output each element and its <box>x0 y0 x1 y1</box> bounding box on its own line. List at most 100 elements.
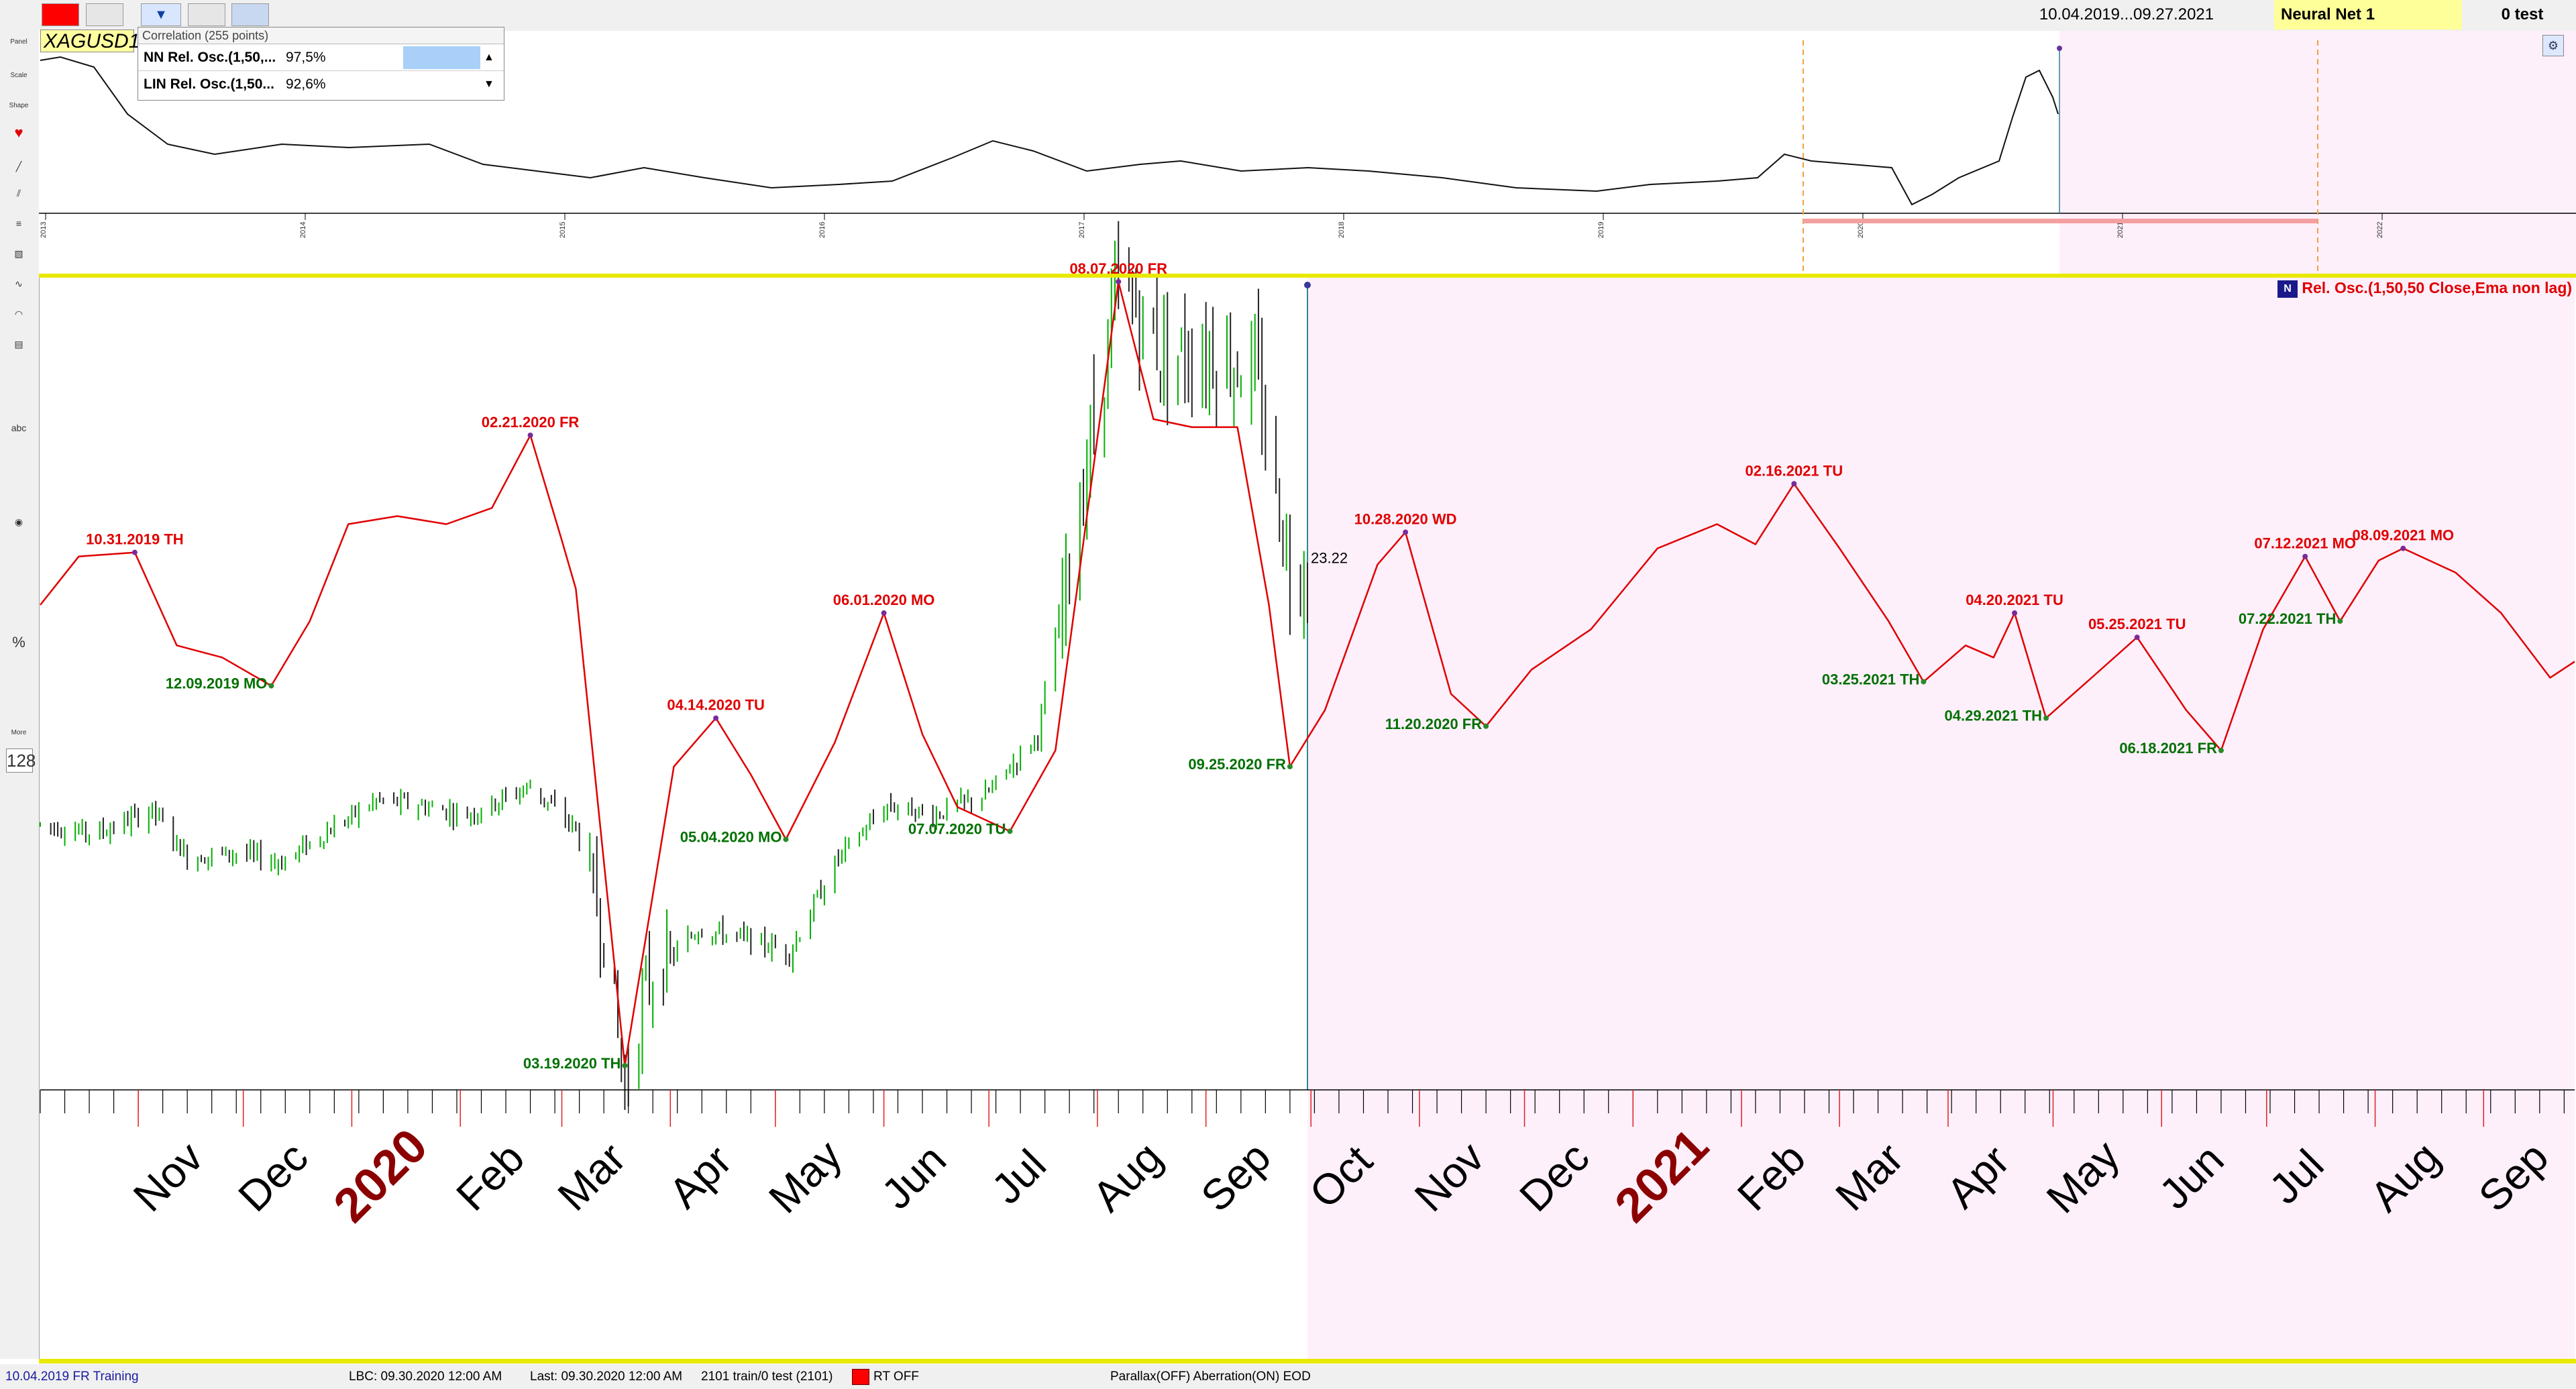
panel-icon[interactable]: Panel <box>10 38 28 46</box>
overview-year-label: 2017 <box>1078 222 1086 238</box>
correlation-title: Correlation (255 points) <box>138 27 504 44</box>
annotation-labels: 10.31.2019 TH 12.09.2019 MO 02.21.2020 FR 0… <box>86 260 2454 1072</box>
annotation-marker <box>2043 715 2049 721</box>
annotation-marker <box>881 610 887 616</box>
correlation-name: LIN Rel. Osc.(1,50... <box>144 76 274 92</box>
status-last: Last: 09.30.2020 12:00 AM <box>530 1370 683 1384</box>
fib-levels-icon[interactable]: ▤ <box>14 339 23 349</box>
peak-label: 02.21.2020 FR <box>482 414 580 431</box>
correlation-bar <box>403 46 480 69</box>
text-tool-icon[interactable]: abc <box>11 423 27 433</box>
overview-range-bar[interactable] <box>1803 219 2318 223</box>
main-chart-backgrounds <box>40 278 2575 1359</box>
status-train-test: 2101 train/0 test (2101) <box>701 1370 833 1384</box>
rt-indicator-icon[interactable] <box>852 1369 869 1385</box>
indicator-legend: N Rel. Osc.(1,50,50 Close,Ema non lag) <box>2277 279 2573 300</box>
peak-label: 07.12.2021 MO <box>2254 535 2356 552</box>
settings-icon[interactable]: ⚙ <box>2542 35 2564 56</box>
window-toggle-button[interactable] <box>231 3 269 26</box>
overview-year-label: 2014 <box>299 222 307 238</box>
peak-label: 06.01.2020 MO <box>833 592 935 608</box>
trough-label: 07.07.2020 TU <box>908 820 1006 837</box>
panel-divider[interactable] <box>39 274 2576 278</box>
peak-label: 08.09.2021 MO <box>2352 527 2454 544</box>
annotation-marker <box>131 549 138 555</box>
wave-tool-icon[interactable]: ∿ <box>15 278 23 289</box>
peak-label: 04.20.2021 TU <box>1966 592 2063 608</box>
peak-label: 05.25.2021 TU <box>2088 616 2186 632</box>
annotation-marker <box>2012 610 2018 616</box>
peak-label: 02.16.2021 TU <box>1746 462 1843 479</box>
scale-icon[interactable]: Scale <box>10 72 28 79</box>
annotation-marker <box>1287 764 1293 769</box>
trough-label: 07.22.2021 TH <box>2239 610 2337 627</box>
oscillator-line <box>40 280 2575 1067</box>
status-lbc: LBC: 09.30.2020 12:00 AM <box>349 1370 502 1384</box>
left-toolbar: Panel Scale Shape ♥ ╱ ⫽ ≡ ▧ ∿ ◠ ▤ abc ◉ … <box>0 31 40 1359</box>
arc-tool-icon[interactable]: ◠ <box>14 309 23 319</box>
correlation-row: LIN Rel. Osc.(1,50... 92,6% ▼ <box>138 72 504 97</box>
status-bar: 10.04.2019 FR Training LBC: 09.30.2020 1… <box>0 1364 2576 1389</box>
annotation-marker <box>2134 634 2140 641</box>
overview-year-label: 2018 <box>1338 222 1346 238</box>
trough-label: 04.29.2021 TH <box>1945 708 2043 724</box>
annotation-marker <box>1007 828 1013 834</box>
test-count-label: 0 test <box>2501 5 2544 23</box>
overview-year-label: 2021 <box>2116 222 2125 238</box>
correlation-value: 92,6% <box>286 76 326 92</box>
nn-badge-icon: N <box>2277 280 2298 298</box>
oscillator-layer <box>40 280 2575 1067</box>
date-range-label: 10.04.2019...09.27.2021 <box>2039 5 2214 23</box>
heart-icon[interactable]: ♥ <box>14 124 23 141</box>
scroll-down-icon[interactable]: ▼ <box>484 78 494 90</box>
globe-icon[interactable]: ◉ <box>14 516 23 527</box>
symbol-label: XAGUSD14 <box>40 30 151 52</box>
annotation-marker <box>1483 723 1489 729</box>
peak-label: 10.28.2020 WD <box>1354 511 1457 528</box>
top-toolbar: ▼ 10.04.2019...09.27.2021 Neural Net 1 0… <box>0 0 2576 32</box>
zoom-count-label: 128 <box>6 748 36 773</box>
trough-label: 05.04.2020 MO <box>680 828 782 845</box>
annotation-marker <box>713 715 719 721</box>
annotation-marker <box>2218 747 2224 753</box>
forecast-start-marker <box>1304 282 1311 288</box>
trough-label: 03.19.2020 TH <box>523 1055 621 1072</box>
annotation-marker <box>527 432 533 438</box>
trough-label: 12.09.2019 MO <box>166 675 268 692</box>
layout-button[interactable] <box>188 3 225 26</box>
dropdown-arrow-button[interactable]: ▼ <box>141 3 181 26</box>
annotation-marker <box>268 683 274 689</box>
overview-price-line <box>40 56 2059 206</box>
percent-icon[interactable]: % <box>12 634 25 651</box>
pattern-tool-icon[interactable]: ▧ <box>14 248 23 259</box>
annotation-marker <box>2400 545 2406 551</box>
chart-type-button[interactable] <box>86 3 123 26</box>
correlation-value: 97,5% <box>286 50 326 65</box>
channel-tool-icon[interactable]: ⫽ <box>16 188 21 199</box>
scroll-up-icon[interactable]: ▲ <box>484 52 494 63</box>
shape-icon[interactable]: Shape <box>9 102 29 109</box>
overview-year-label: 2015 <box>559 222 567 238</box>
overview-forecast-region <box>2059 31 2576 274</box>
overview-cursor-marker <box>2057 46 2062 51</box>
trough-label: 03.25.2021 TH <box>1822 671 1920 687</box>
annotation-marker <box>2337 618 2343 624</box>
correlation-row: NN Rel. Osc.(1,50,... 97,5% ▲ <box>138 45 504 71</box>
trough-label: 09.25.2020 FR <box>1188 756 1286 773</box>
peak-label: 10.31.2019 TH <box>86 531 184 548</box>
status-flags: Parallax(OFF) Aberration(ON) EOD <box>1110 1370 1311 1384</box>
overview-year-label: 2019 <box>1597 222 1605 238</box>
overview-year-label: 2013 <box>40 222 48 238</box>
overview-year-label: 2020 <box>1857 222 1865 238</box>
line-tool-icon[interactable]: ╱ <box>15 161 22 172</box>
peak-label: 04.14.2020 TU <box>667 697 765 714</box>
annotation-marker <box>622 1062 628 1068</box>
last-price-label: 23.22 <box>1311 550 1348 567</box>
annotation-marker <box>1403 529 1409 535</box>
fib-tool-icon[interactable]: ≡ <box>15 218 22 229</box>
more-icon[interactable]: More <box>11 729 27 736</box>
annotation-marker <box>1921 679 1927 685</box>
neural-net-selector[interactable]: Neural Net 1 <box>2274 0 2462 30</box>
color-swatch-button[interactable] <box>42 3 79 26</box>
